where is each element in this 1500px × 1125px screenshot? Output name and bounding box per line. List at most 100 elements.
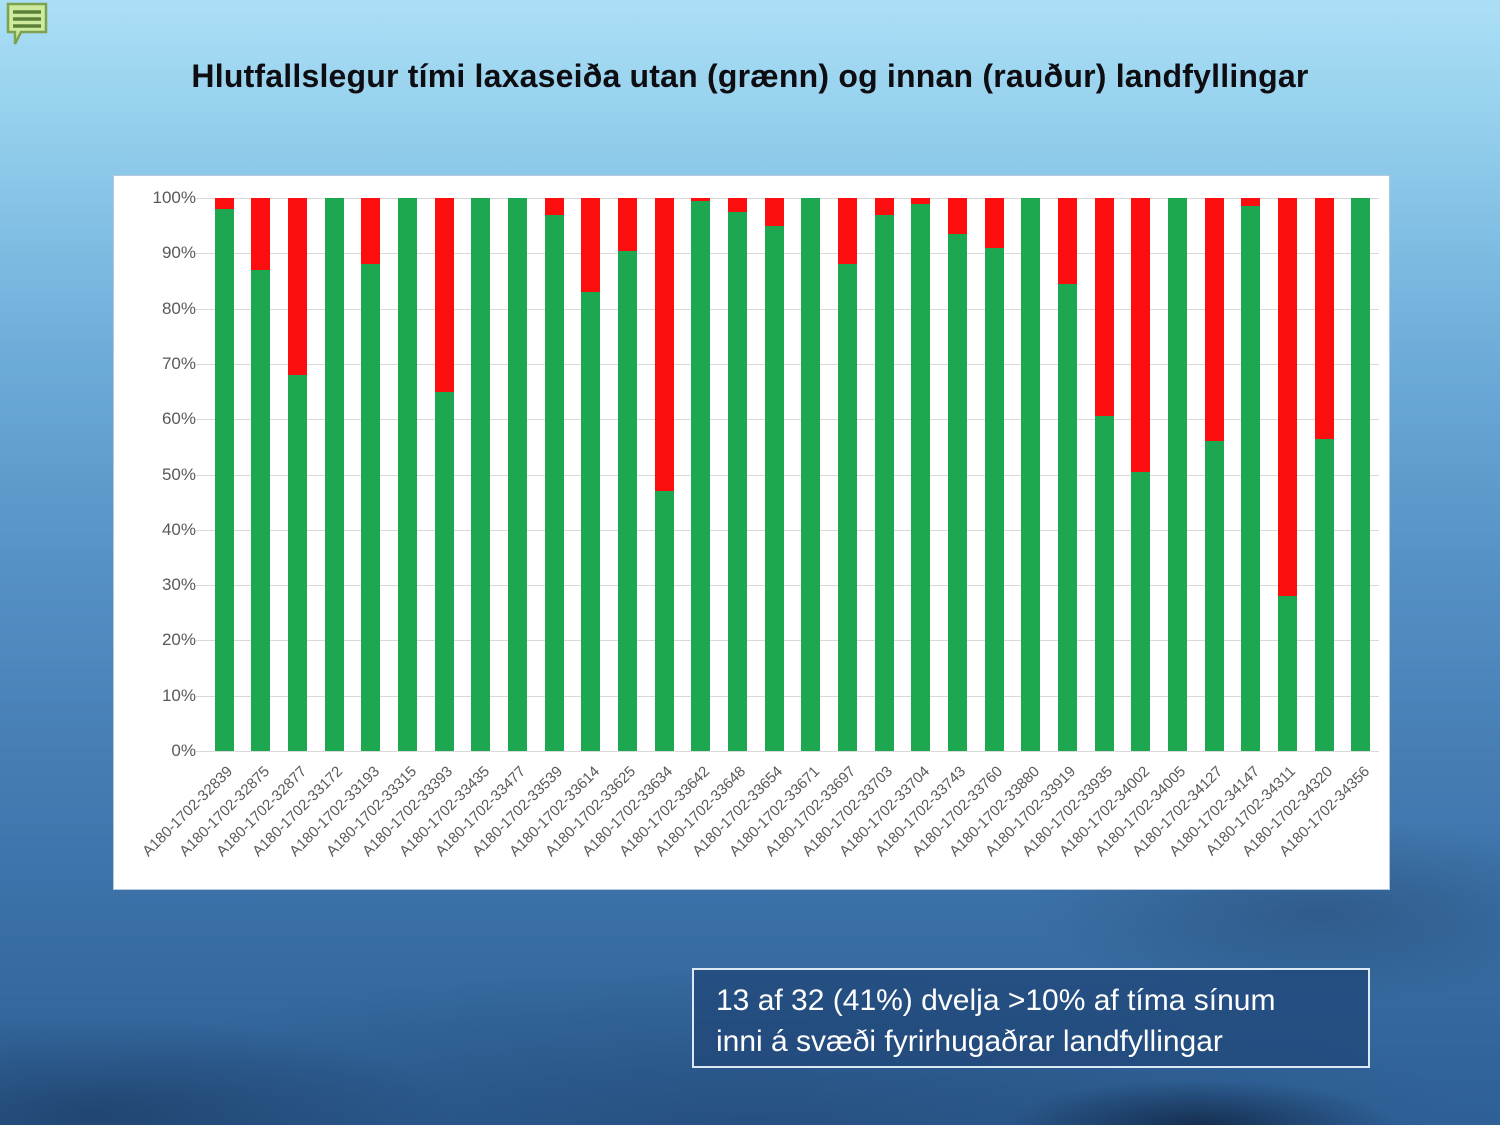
bar-A180-1702-33315 bbox=[398, 198, 418, 751]
bar-slot bbox=[426, 198, 463, 751]
bar-slot bbox=[1306, 198, 1343, 751]
bar-A180-1702-33435 bbox=[471, 198, 491, 751]
bar-slot bbox=[829, 198, 866, 751]
gridline bbox=[196, 640, 1379, 642]
bar-A180-1702-33760 bbox=[984, 198, 1004, 751]
bar-A180-1702-33703 bbox=[874, 198, 894, 751]
y-tick-label: 70% bbox=[161, 353, 196, 373]
gridline bbox=[196, 253, 1379, 255]
bar-A180-1702-34002 bbox=[1131, 198, 1151, 751]
bar-slot bbox=[463, 198, 500, 751]
bar-A180-1702-33193 bbox=[361, 198, 381, 751]
bar-slot bbox=[866, 198, 903, 751]
bar-A180-1702-33704 bbox=[911, 198, 931, 751]
annotation-line1: 13 af 32 (41%) dvelja >10% af tíma sínum bbox=[716, 984, 1276, 1017]
bar-slot bbox=[756, 198, 793, 751]
bar-A180-1702-34311 bbox=[1277, 198, 1297, 751]
bar-segment-green bbox=[361, 264, 381, 751]
bar-A180-1702-33671 bbox=[801, 198, 821, 751]
x-axis-labels: A180-1702-32839 A180-1702-32875 A180-1702-… bbox=[139, 757, 1379, 887]
bar-segment-green bbox=[728, 211, 748, 751]
annotation-line2: inni á svæði fyrirhugaðrar landfyllingar bbox=[716, 1025, 1223, 1059]
bar-segment-green bbox=[801, 198, 821, 751]
y-tick-label: 40% bbox=[161, 519, 196, 539]
bar-slot bbox=[389, 198, 426, 751]
bar-segment-red bbox=[361, 198, 381, 265]
bar-segment-red bbox=[1131, 198, 1151, 472]
bar-segment-green bbox=[508, 198, 528, 751]
chart-panel: 100% 90% 80% 70% 60% 50% 40% 30% 20% 10% 0% A180-1… bbox=[113, 175, 1390, 890]
y-tick-label: 60% bbox=[161, 409, 196, 429]
y-tick-label: 30% bbox=[161, 575, 196, 595]
bar-segment-red bbox=[1057, 198, 1077, 284]
bar-segment-red bbox=[288, 198, 308, 375]
bar-segment-green bbox=[581, 292, 601, 751]
bar-slot bbox=[206, 198, 243, 751]
bar-slot bbox=[243, 198, 280, 751]
bar-slot bbox=[279, 198, 316, 751]
bar-slot bbox=[939, 198, 976, 751]
y-tick-label: 20% bbox=[161, 630, 196, 650]
gridline bbox=[196, 198, 1379, 199]
y-axis-labels: 100% 90% 80% 70% 60% 50% 40% 30% 20% 10% 0% bbox=[114, 188, 196, 760]
bar-A180-1702-33654 bbox=[764, 198, 784, 751]
bar-segment-green bbox=[691, 200, 711, 751]
bar-slot bbox=[793, 198, 830, 751]
gridline bbox=[196, 363, 1379, 365]
bar-slot bbox=[719, 198, 756, 751]
bar-segment-red bbox=[691, 198, 711, 201]
bar-segment-red bbox=[654, 198, 674, 492]
bar-slot bbox=[536, 198, 573, 751]
bar-segment-red bbox=[251, 198, 271, 270]
y-tick-label: 80% bbox=[161, 298, 196, 318]
bar-A180-1702-32877 bbox=[288, 198, 308, 751]
plot-area bbox=[196, 198, 1379, 752]
bar-slot bbox=[1269, 198, 1306, 751]
bar-A180-1702-32839 bbox=[214, 198, 234, 751]
bar-segment-red bbox=[618, 198, 638, 251]
bar-A180-1702-33539 bbox=[544, 198, 564, 751]
bar-segment-green bbox=[1167, 198, 1187, 751]
bar-slot bbox=[316, 198, 353, 751]
bar-slot bbox=[353, 198, 390, 751]
gridline bbox=[196, 529, 1379, 531]
bar-segment-red bbox=[214, 198, 234, 210]
bar-slot bbox=[1232, 198, 1269, 751]
bar-segment-green bbox=[251, 269, 271, 751]
bar-A180-1702-33625 bbox=[618, 198, 638, 751]
bar-segment-red bbox=[1204, 198, 1224, 442]
bar-segment-green bbox=[911, 203, 931, 751]
bar-segment-red bbox=[544, 198, 564, 215]
bar-slot bbox=[902, 198, 939, 751]
bar-segment-green bbox=[1277, 596, 1297, 751]
bar-segment-green bbox=[288, 374, 308, 751]
bar-A180-1702-33935 bbox=[1094, 198, 1114, 751]
bar-A180-1702-33642 bbox=[691, 198, 711, 751]
bar-slot bbox=[1196, 198, 1233, 751]
bar-slot bbox=[609, 198, 646, 751]
bar-segment-green bbox=[764, 225, 784, 751]
gridline bbox=[196, 585, 1379, 587]
bar-A180-1702-34320 bbox=[1314, 198, 1334, 751]
bar-segment-green bbox=[1131, 471, 1151, 751]
bar-slot bbox=[1012, 198, 1049, 751]
bar-segment-red bbox=[874, 198, 894, 215]
bar-segment-red bbox=[911, 198, 931, 204]
bar-slot bbox=[646, 198, 683, 751]
bar-slot bbox=[1086, 198, 1123, 751]
comment-icon[interactable] bbox=[5, 2, 49, 48]
bar-A180-1702-33477 bbox=[508, 198, 528, 751]
bar-segment-green bbox=[1021, 198, 1041, 751]
bar-segment-red bbox=[1277, 198, 1297, 597]
bar-segment-red bbox=[1314, 198, 1334, 439]
bar-segment-green bbox=[1094, 416, 1114, 751]
bars bbox=[206, 198, 1379, 751]
bar-segment-green bbox=[654, 491, 674, 751]
bar-segment-green bbox=[1057, 283, 1077, 751]
bar-A180-1702-33880 bbox=[1021, 198, 1041, 751]
bar-slot bbox=[499, 198, 536, 751]
bar-A180-1702-33919 bbox=[1057, 198, 1077, 751]
bar-segment-green bbox=[544, 214, 564, 751]
bar-segment-green bbox=[471, 198, 491, 751]
bar-segment-green bbox=[214, 209, 234, 751]
